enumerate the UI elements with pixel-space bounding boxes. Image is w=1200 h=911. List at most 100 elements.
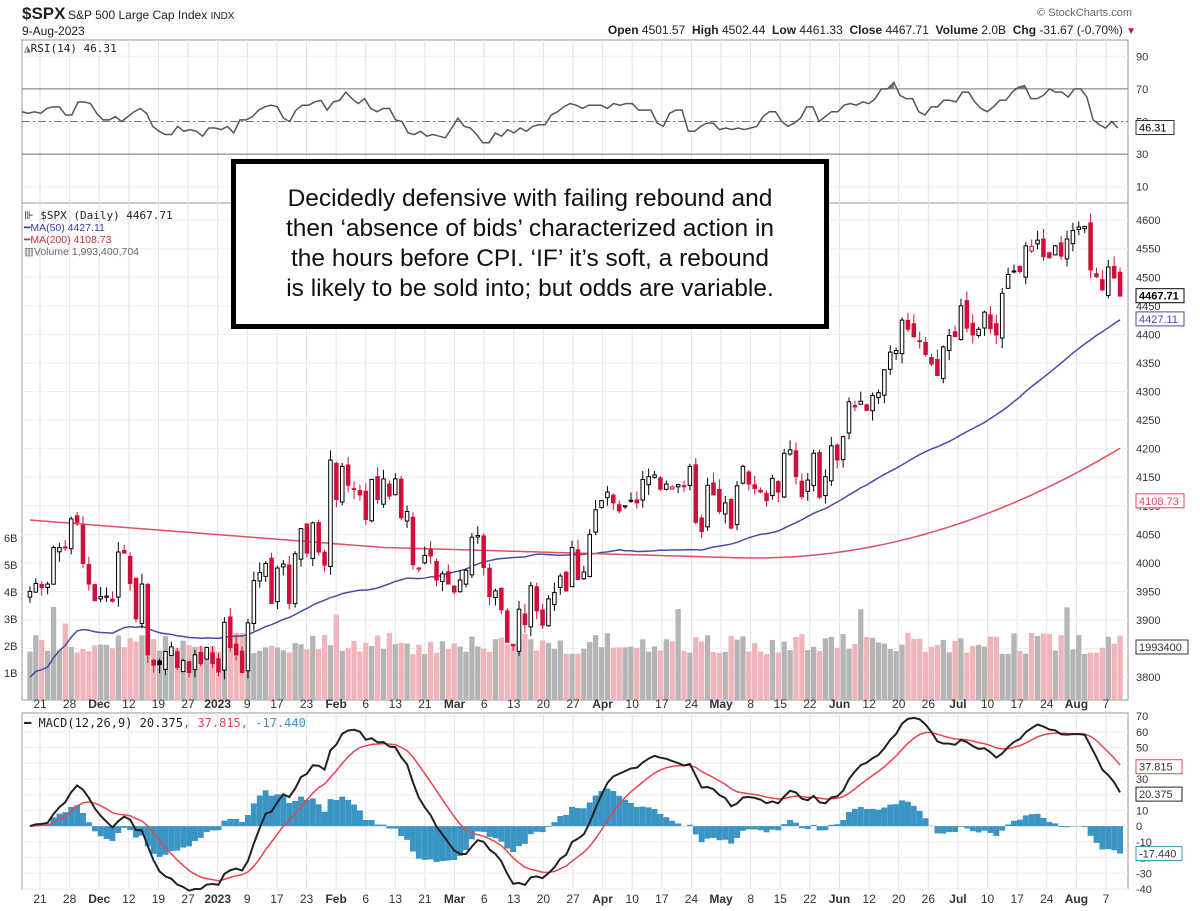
rsi-tick-label: 30 (1136, 149, 1148, 161)
candle-body (952, 331, 958, 338)
macd-histogram-bar (133, 826, 139, 838)
candle-body (263, 562, 268, 577)
volume-tick-label: 4B (4, 587, 17, 599)
x-tick-label: 24 (1040, 697, 1054, 711)
volume-bar (1005, 654, 1011, 700)
candle-body (587, 533, 592, 578)
candle-body (481, 535, 486, 568)
macd-histogram-bar (1081, 826, 1088, 828)
macd-histogram-bar (557, 816, 564, 827)
volume-bar (539, 640, 546, 700)
macd-histogram-bar (940, 826, 947, 834)
volume-bar (286, 652, 292, 700)
volume-bar (56, 650, 63, 700)
macd-histogram-bar (85, 822, 92, 827)
candle-body (216, 658, 221, 673)
macd-histogram-bar (439, 826, 446, 861)
rsi-legend: ◮RSI(14) 46.31 (24, 43, 117, 55)
candle-body (334, 462, 339, 500)
macd-histogram-bar (74, 805, 81, 827)
macd-histogram-bar (233, 818, 240, 827)
volume-bar (699, 641, 705, 700)
volume-bar (852, 643, 858, 700)
x-tick-label: 22 (803, 892, 817, 906)
rsi-tick-label: 90 (1136, 51, 1148, 63)
volume-bar (834, 647, 840, 700)
volume-bar (145, 634, 151, 700)
candle-body (834, 444, 840, 461)
x-tick-label: 26 (922, 892, 936, 906)
candle-body (269, 557, 274, 604)
candle-body (68, 518, 74, 550)
candle-body (186, 661, 192, 674)
candle-body (116, 551, 121, 598)
volume-bar (598, 647, 605, 700)
macd-histogram-bar (474, 826, 481, 832)
x-tick-label: 2023 (204, 892, 231, 906)
high-value: 4502.44 (721, 23, 766, 37)
volume-bar (380, 648, 387, 700)
candle-body (705, 484, 710, 528)
volume-bar (799, 634, 805, 700)
volume-bar (1046, 633, 1052, 700)
volume-bar (198, 646, 204, 700)
x-tick-label: Dec (88, 697, 110, 711)
x-tick-label: 15 (774, 892, 788, 906)
volume-bar (1017, 650, 1023, 700)
x-tick-label: 13 (389, 697, 403, 711)
volume-bar (439, 641, 446, 700)
candle-body (51, 546, 56, 585)
candle-body (988, 314, 993, 330)
macd-histogram-bar (274, 794, 281, 827)
volume-bar (822, 638, 829, 700)
candle-icon: ⊪ (24, 209, 34, 222)
macd-value-tag: 20.375 (1135, 786, 1183, 802)
macd-histogram-bar (321, 811, 328, 827)
macd-histogram-bar (451, 826, 458, 861)
macd-histogram-bar (828, 824, 835, 827)
volume-bar (928, 646, 935, 700)
macd-tick-label: 10 (1136, 805, 1148, 817)
volume-tick-label: 3B (4, 614, 17, 626)
candle-body (699, 517, 704, 532)
macd-panel (29, 716, 1123, 892)
macd-histogram-bar (910, 805, 917, 827)
candle-body (204, 646, 209, 660)
x-tick-label: 23 (300, 697, 314, 711)
candle-body (793, 450, 799, 478)
candle-body (281, 563, 286, 568)
volume-bar (410, 654, 416, 700)
candle-body (1076, 226, 1082, 230)
macd-histogram-bar (209, 826, 216, 831)
macd-histogram-bar (91, 826, 98, 832)
macd-histogram-bar (463, 826, 469, 851)
macd-histogram-bar (710, 826, 717, 838)
candle-body (528, 585, 534, 628)
x-tick-label: 12 (862, 697, 876, 711)
volume-bar (757, 651, 764, 700)
volume-bar (1034, 635, 1041, 700)
candle-body (970, 322, 976, 336)
volume-bar (227, 643, 233, 700)
candle-body (110, 598, 115, 602)
price-tick-label: 3900 (1136, 615, 1160, 627)
candle-body (239, 650, 245, 674)
macd-tag-box (1135, 846, 1183, 862)
macd-histogram-bar (262, 790, 269, 827)
candle-body (133, 577, 139, 620)
candle-body (363, 490, 369, 520)
macd-histogram-bar (651, 808, 658, 827)
volume-bar (510, 644, 516, 700)
macd-histogram-bar (657, 813, 664, 827)
candle-body (870, 395, 875, 412)
volume-bar (427, 641, 434, 700)
macd-histogram-bar (498, 826, 505, 842)
candle-body (1070, 229, 1076, 245)
volume-bar (970, 645, 976, 700)
candle-body (994, 323, 999, 336)
x-tick-label: Feb (325, 697, 346, 711)
candle-body (764, 492, 769, 502)
chart-date: 9-Aug-2023 (22, 24, 85, 38)
x-tick-label: 28 (63, 892, 77, 906)
macd-histogram-bar (846, 811, 852, 827)
